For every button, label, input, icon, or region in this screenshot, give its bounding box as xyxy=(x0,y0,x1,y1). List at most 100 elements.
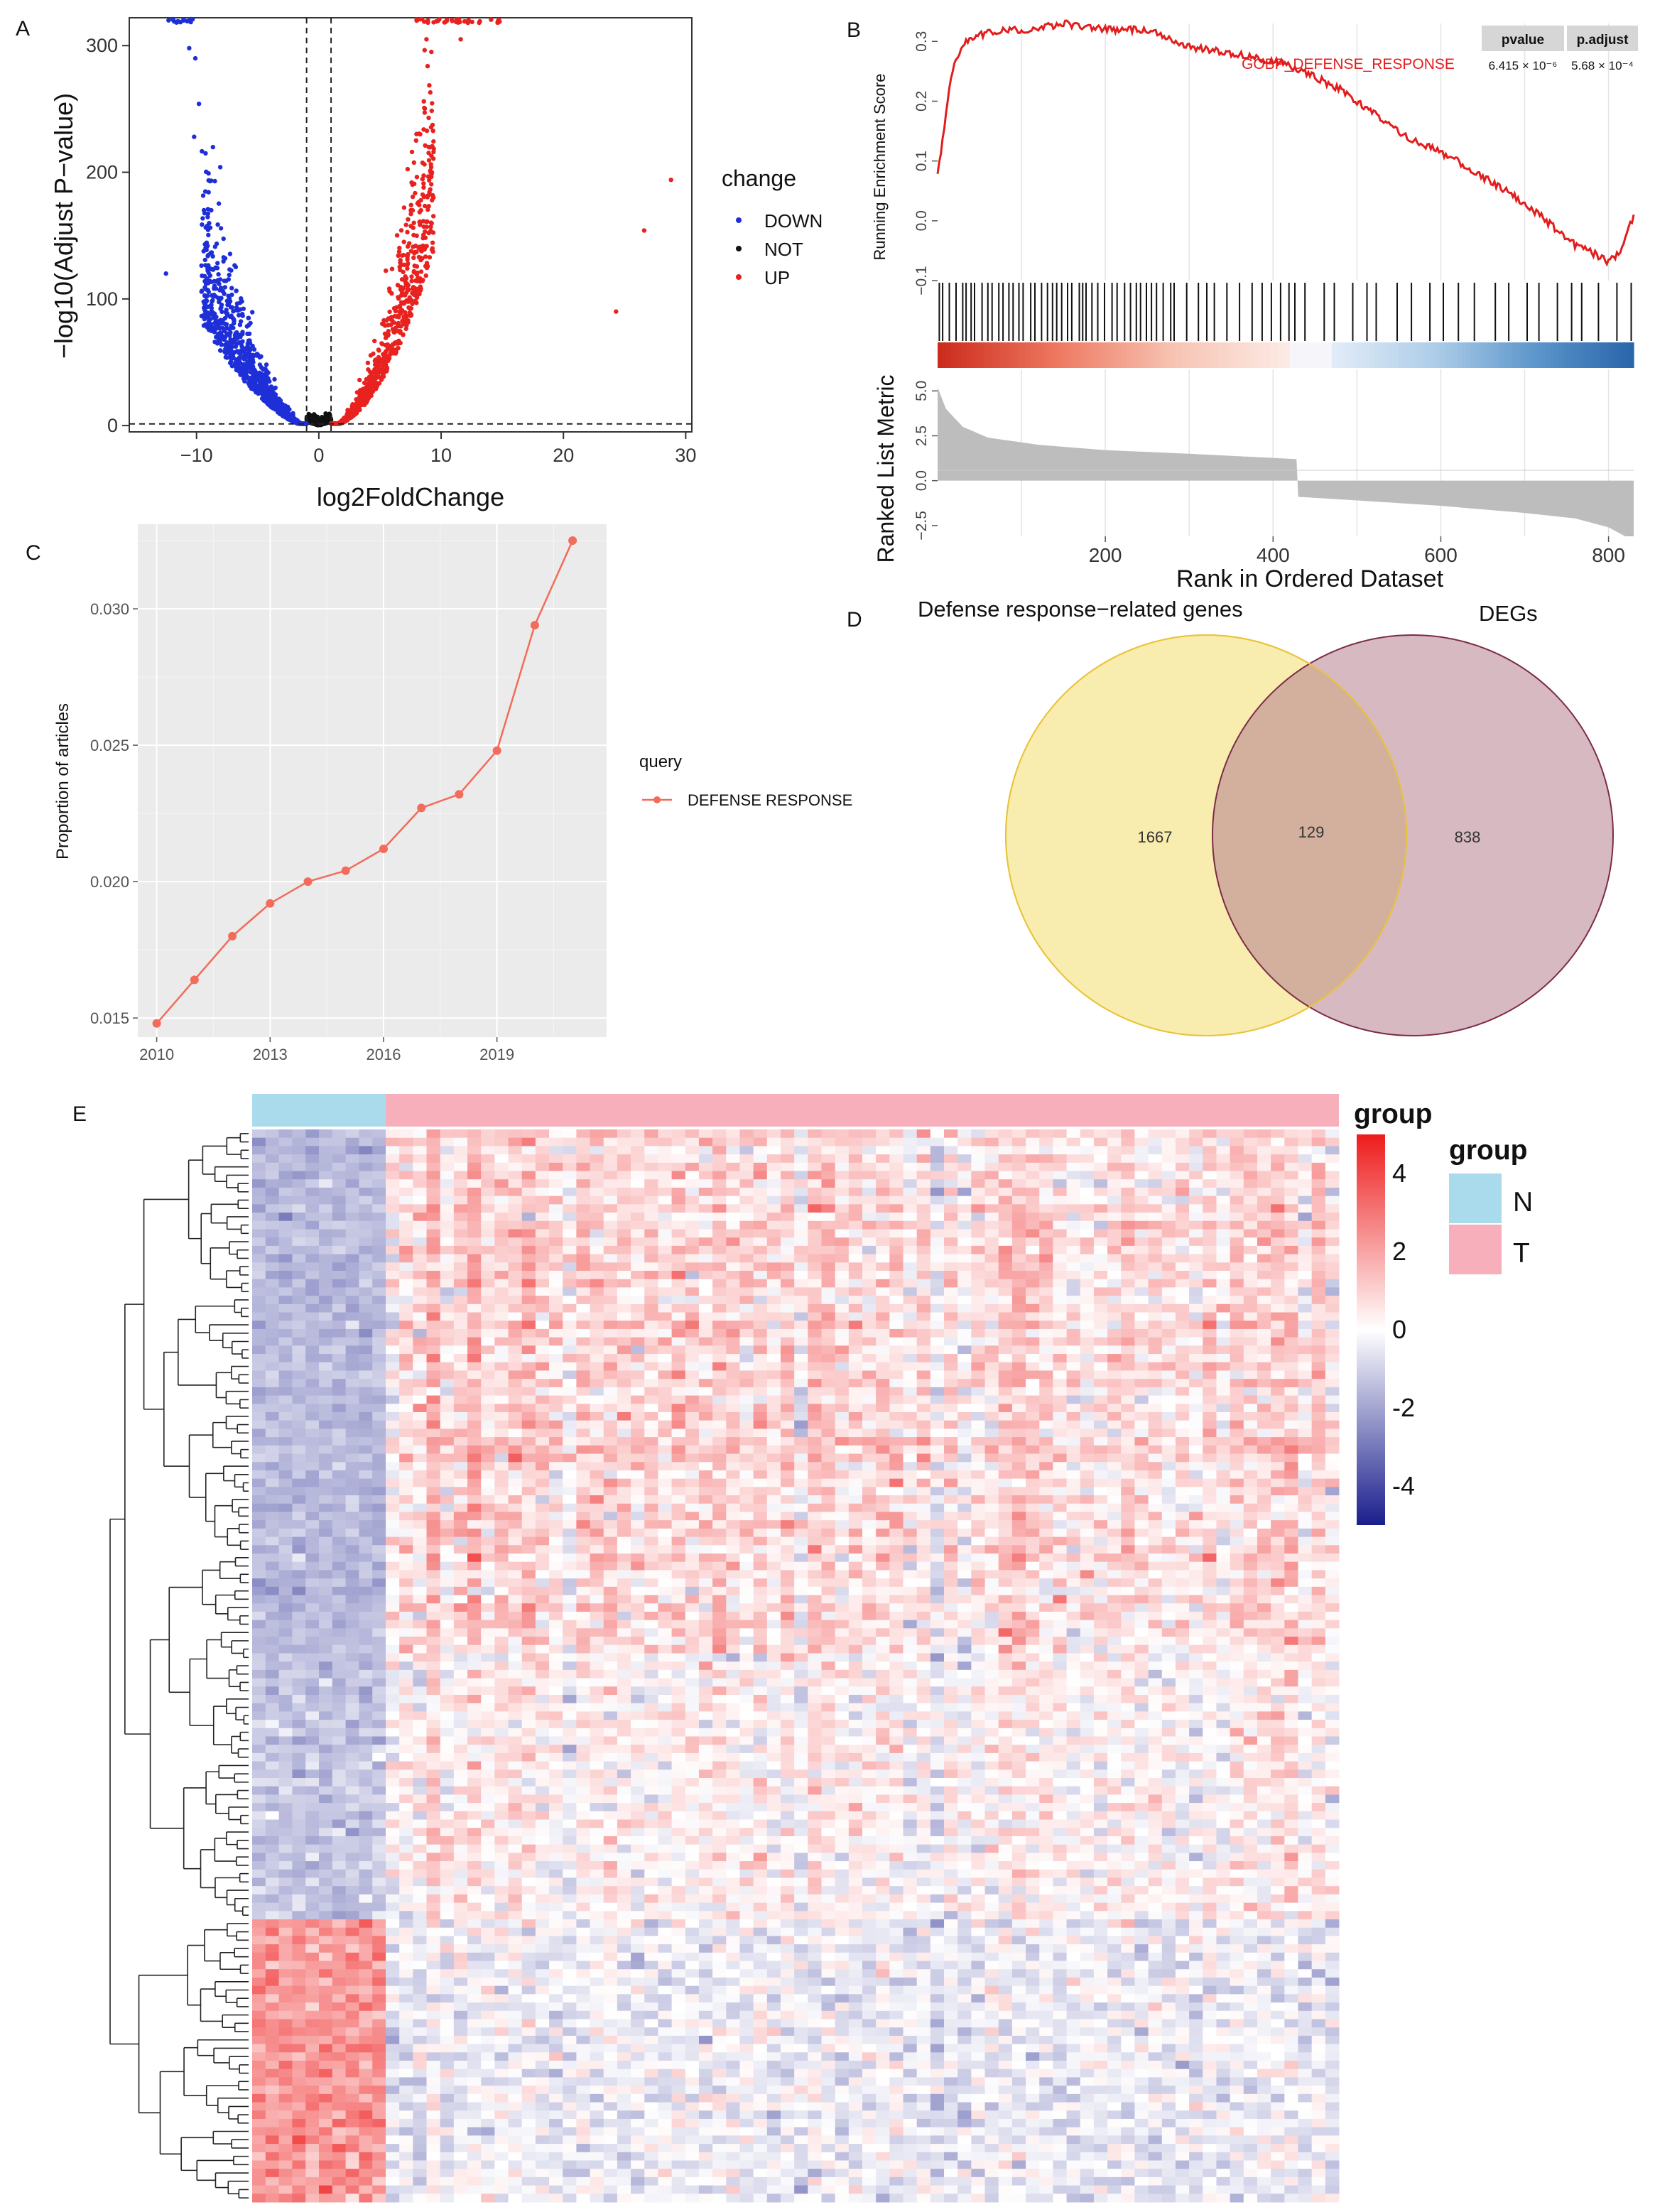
heatmap-cell xyxy=(319,1162,333,1172)
gsea-color-strip-segment xyxy=(938,342,943,368)
heatmap-cell xyxy=(549,1312,563,1321)
heatmap-cell xyxy=(1216,1354,1231,1363)
gsea-color-strip-segment xyxy=(1432,342,1438,368)
heatmap-cell xyxy=(1053,1129,1068,1139)
heatmap-cell xyxy=(1203,1321,1217,1330)
heatmap-cell xyxy=(1325,1187,1340,1197)
heatmap-cell xyxy=(1107,1312,1122,1321)
heatmap-cell xyxy=(535,1254,550,1263)
volcano-point-up xyxy=(403,326,408,331)
volcano-point-up-clipped xyxy=(442,20,447,25)
heatmap-cell xyxy=(957,1345,972,1355)
heatmap-cell xyxy=(821,1245,836,1255)
heatmap-cell xyxy=(521,1312,536,1321)
heatmap-cell xyxy=(862,1337,877,1346)
heatmap-cell xyxy=(658,1213,673,1222)
heatmap-cell xyxy=(753,1328,768,1338)
heatmap-cell xyxy=(1161,1296,1176,1305)
gsea-color-strip-segment xyxy=(1235,342,1240,368)
heatmap-cell xyxy=(345,1237,359,1247)
heatmap-cell xyxy=(1325,1270,1340,1280)
heatmap-cell xyxy=(1093,1321,1108,1330)
gsea-metric-y-tick-label: 0.0 xyxy=(913,470,930,491)
heatmap-cell xyxy=(521,1220,536,1230)
heatmap-cell xyxy=(794,1262,808,1272)
heatmap-cell xyxy=(916,1345,931,1355)
heatmap-cell xyxy=(930,1303,945,1313)
heatmap-cell xyxy=(1148,1237,1163,1247)
heatmap-cell xyxy=(1134,1154,1149,1164)
heatmap-cell xyxy=(1311,1321,1326,1330)
heatmap-cell xyxy=(1066,1287,1081,1296)
heatmap-cell xyxy=(848,1129,863,1139)
volcano-point-down xyxy=(234,301,240,306)
heatmap-cell xyxy=(413,1312,428,1321)
heatmap-cell xyxy=(603,1337,618,1346)
heatmap-cell xyxy=(1039,1162,1053,1172)
heatmap-cell xyxy=(1230,1154,1244,1164)
gsea-x-tick-label: 400 xyxy=(1257,544,1290,566)
volcano-point-up xyxy=(383,342,389,348)
heatmap-cell xyxy=(1298,1229,1313,1238)
heatmap-cell xyxy=(739,1146,754,1155)
heatmap-cell xyxy=(467,1337,482,1346)
heatmap-cell xyxy=(848,1171,863,1180)
heatmap-cell xyxy=(1011,1287,1026,1296)
heatmap-cell xyxy=(603,1213,618,1222)
volcano-point-up xyxy=(405,262,410,268)
volcano-point-up xyxy=(374,364,379,369)
volcano-point-up xyxy=(417,210,422,215)
heatmap-cell xyxy=(413,1345,428,1355)
heatmap-cell xyxy=(386,1162,400,1172)
heatmap-cell xyxy=(563,1345,577,1355)
heatmap-cell xyxy=(1284,1245,1298,1255)
heatmap-cell xyxy=(590,1129,604,1139)
heatmap-cell xyxy=(319,1179,333,1188)
heatmap-cell xyxy=(265,1262,280,1272)
volcano-point-up xyxy=(429,221,434,226)
heatmap-cell xyxy=(359,1213,373,1222)
heatmap-cell xyxy=(944,1262,958,1272)
heatmap-cell xyxy=(889,1279,904,1288)
gsea-color-strip-segment xyxy=(996,342,1002,368)
heatmap-cell xyxy=(332,1312,347,1321)
heatmap-cell xyxy=(1175,1296,1190,1305)
heatmap-cell xyxy=(426,1245,441,1255)
heatmap-cell xyxy=(1189,1354,1203,1363)
heatmap-cell xyxy=(453,1162,468,1172)
volcano-point-down xyxy=(246,376,251,381)
volcano-point-down-outlier xyxy=(187,45,192,51)
heatmap-cell xyxy=(549,1245,563,1255)
heatmap-cell xyxy=(835,1171,850,1180)
volcano-point-up xyxy=(411,160,416,165)
heatmap-cell xyxy=(508,1337,523,1346)
heatmap-cell xyxy=(930,1245,945,1255)
volcano-point-up xyxy=(394,233,400,238)
volcano-point-up xyxy=(408,202,413,207)
heatmap-cell xyxy=(549,1162,563,1172)
heatmap-cell xyxy=(278,1287,293,1296)
heatmap-cell xyxy=(712,1204,727,1213)
heatmap-cell xyxy=(386,1237,400,1247)
heatmap-cell xyxy=(1148,1154,1163,1164)
heatmap-cell xyxy=(1134,1287,1149,1296)
heatmap-cell xyxy=(252,1196,266,1205)
heatmap-cell xyxy=(481,1220,495,1230)
volcano-point-down xyxy=(215,278,221,283)
volcano-point-up xyxy=(405,166,411,172)
gsea-color-strip-segment xyxy=(1105,342,1110,368)
volcano-point-not xyxy=(310,416,316,422)
heatmap-cell xyxy=(794,1279,808,1288)
heatmap-cell xyxy=(739,1171,754,1180)
heatmap-cell xyxy=(821,1220,836,1230)
heatmap-cell xyxy=(889,1321,904,1330)
heatmap-cell xyxy=(780,1204,795,1213)
heatmap-cell xyxy=(1093,1354,1108,1363)
heatmap-cell xyxy=(739,1204,754,1213)
heatmap-cell xyxy=(278,1187,293,1197)
gsea-color-strip-segment xyxy=(1361,342,1366,368)
heatmap-cell xyxy=(292,1345,306,1355)
heatmap-cell xyxy=(1080,1337,1095,1346)
heatmap-cell xyxy=(712,1137,727,1146)
heatmap-cell xyxy=(467,1254,482,1263)
